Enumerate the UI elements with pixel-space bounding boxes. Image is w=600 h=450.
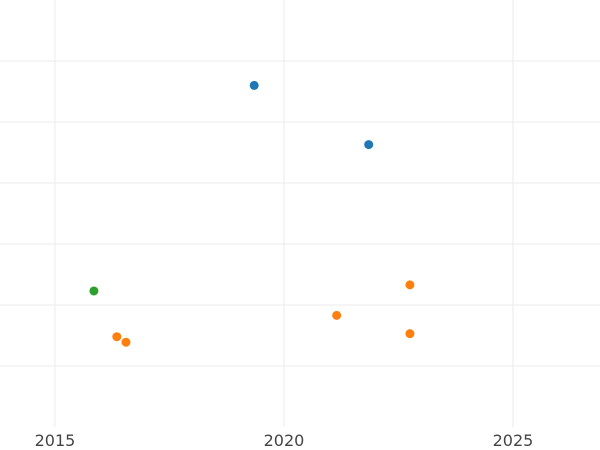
- x-tick-labels: 2015 2020 2025: [35, 431, 534, 450]
- point-series2-4: [112, 332, 122, 342]
- point-series2-1: [405, 280, 415, 290]
- x-tick-label-2015: 2015: [35, 431, 76, 450]
- x-gridlines: [54, 0, 514, 427]
- x-tick-label-2020: 2020: [264, 431, 305, 450]
- point-series1-1: [249, 80, 259, 90]
- point-series3-1: [89, 286, 99, 296]
- point-series1-2: [364, 140, 374, 150]
- point-series2-3: [405, 329, 415, 339]
- point-series2-5: [121, 337, 131, 347]
- point-series2-2: [332, 310, 342, 320]
- y-gridlines: [0, 60, 600, 367]
- data-points: [89, 80, 415, 347]
- x-tick-label-2025: 2025: [493, 431, 534, 450]
